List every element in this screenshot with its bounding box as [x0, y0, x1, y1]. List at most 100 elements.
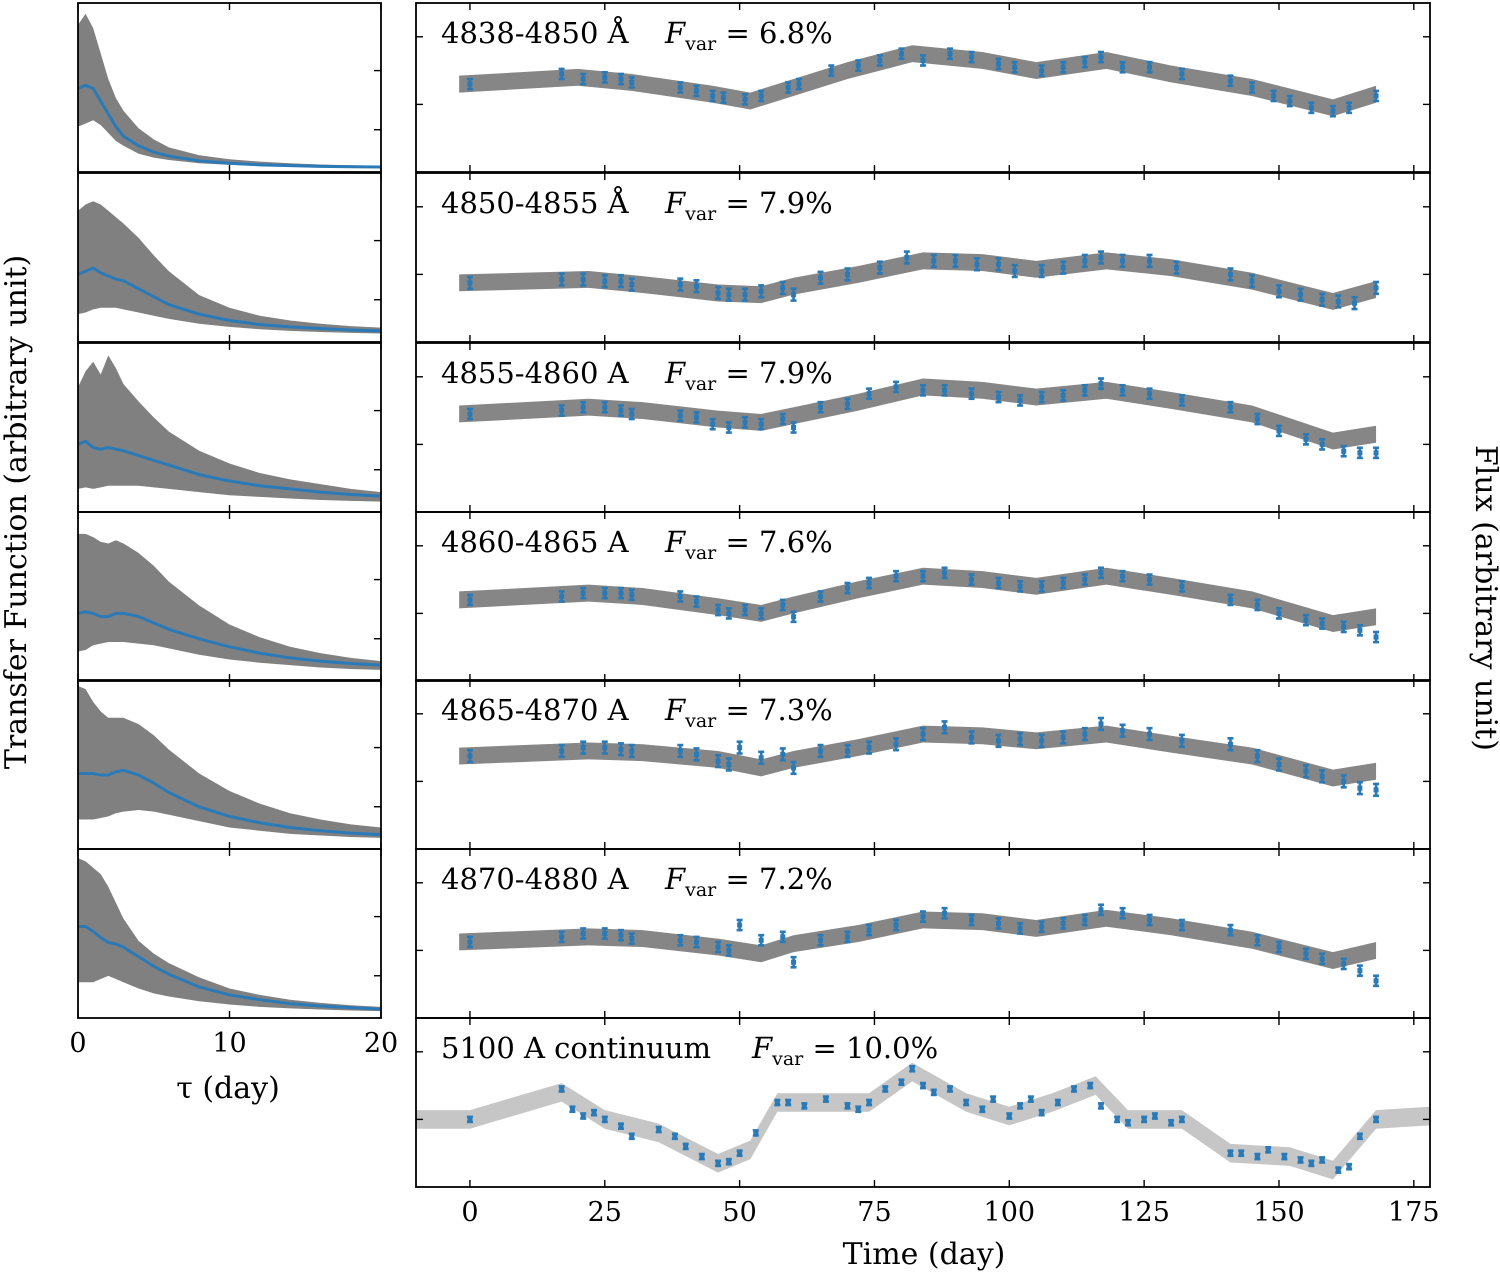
lc-data-point — [1271, 93, 1277, 99]
lc-data-point — [1357, 968, 1363, 974]
lc-fvar-label: Fvar = 7.2% — [664, 862, 833, 901]
lc-x-tick-label: 25 — [588, 1197, 622, 1228]
lc-data-point — [602, 590, 608, 596]
lc-data-point — [866, 1100, 872, 1105]
lc-data-point — [1357, 450, 1363, 456]
lc-data-point — [920, 387, 926, 393]
tf-frame — [77, 2, 382, 173]
lc-data-point — [569, 1106, 575, 1112]
lc-data-point — [1227, 271, 1233, 277]
lc-data-point — [677, 413, 683, 419]
lc-data-point — [823, 1096, 829, 1102]
lc-data-point — [580, 404, 586, 410]
lc-data-point — [974, 261, 980, 267]
lc-fvar-label: Fvar = 7.9% — [664, 356, 833, 395]
lc-data-point — [559, 748, 565, 754]
lc-data-point — [1227, 1150, 1233, 1156]
lc-data-point — [1346, 105, 1352, 111]
lc-fvar-label: Fvar = 7.3% — [664, 693, 833, 732]
lc-data-point — [1357, 627, 1363, 633]
lc-data-point — [618, 408, 624, 414]
lc-data-point — [990, 1096, 996, 1102]
lc-data-point — [1017, 925, 1023, 931]
lc-data-point — [710, 93, 716, 99]
lc-data-point — [677, 85, 683, 90]
light-curve-panels: 4838-4850 Å Fvar = 6.8% 4850-4855 Å Fvar = … — [415, 2, 1440, 1228]
lc-data-point — [1082, 59, 1088, 65]
lc-data-point — [1179, 1116, 1185, 1122]
lc-data-point — [677, 594, 683, 599]
lc-data-point — [1017, 583, 1023, 589]
lc-data-point — [1147, 258, 1153, 264]
lc-data-point — [1098, 1103, 1104, 1109]
lc-data-point — [742, 607, 748, 613]
lc-data-point — [1179, 922, 1185, 928]
lc-data-point — [1039, 394, 1045, 400]
lc-data-point — [467, 81, 473, 87]
lc-data-point — [1276, 288, 1282, 294]
lc-data-point — [942, 570, 948, 576]
lc-data-point — [1303, 436, 1309, 442]
lc-panel-5: 4865-4870 A Fvar = 7.3% — [415, 679, 1431, 850]
lc-data-point — [710, 421, 716, 427]
lc-data-point — [1087, 1083, 1093, 1089]
lc-model-band — [459, 378, 1377, 450]
fvar-subscript: var — [684, 33, 717, 55]
lc-data-point — [559, 1086, 565, 1092]
lc-data-point — [1308, 105, 1314, 111]
fvar-equals: = — [716, 693, 759, 727]
fvar-subscript: var — [684, 542, 717, 564]
lc-data-point — [1319, 773, 1325, 779]
lc-data-point — [720, 95, 726, 101]
lc-data-point — [920, 731, 926, 737]
lc-data-point — [1082, 387, 1088, 393]
lc-data-point — [1341, 961, 1347, 967]
lc-data-point — [758, 937, 764, 943]
lc-data-point — [1098, 381, 1104, 387]
tf-panel-3 — [77, 342, 382, 513]
lc-data-point — [1120, 64, 1126, 70]
lc-data-point — [559, 408, 565, 414]
lc-data-point — [844, 585, 850, 591]
lc-data-point — [1276, 610, 1282, 616]
lc-data-point — [580, 276, 586, 282]
lc-data-point — [855, 63, 861, 69]
lc-data-point — [1351, 300, 1357, 306]
lc-data-point — [467, 280, 473, 286]
tf-x-tick-label: 10 — [212, 1028, 246, 1059]
lc-data-point — [1039, 68, 1045, 74]
lc-data-point — [791, 425, 797, 430]
lc-data-point — [715, 290, 721, 296]
lc-band-label: 4865-4870 A — [441, 693, 630, 727]
lc-data-point — [893, 573, 899, 579]
tf-uncertainty-band — [78, 686, 381, 838]
lc-data-point — [1179, 71, 1185, 77]
lc-data-point — [758, 610, 764, 616]
lc-band-label: 5100 A continuum — [441, 1031, 711, 1065]
lc-data-point — [677, 282, 683, 288]
lc-data-point — [726, 1159, 732, 1165]
lc-data-point — [920, 573, 926, 579]
lc-data-point — [1174, 265, 1179, 271]
lc-data-point — [828, 68, 834, 74]
tf-median-line — [77, 610, 382, 667]
lc-data-point — [1254, 416, 1260, 422]
fvar-value: 10.0% — [846, 1031, 938, 1065]
lc-data-point — [737, 1150, 743, 1156]
lc-data-point — [996, 738, 1002, 744]
fvar-equals: = — [716, 356, 759, 390]
lc-x-tick-label: 125 — [1118, 1197, 1170, 1228]
lc-data-point — [618, 1123, 624, 1129]
lc-data-point — [1120, 728, 1126, 734]
lc-data-point — [1060, 920, 1066, 926]
lc-data-point — [1319, 956, 1325, 962]
lc-data-point — [1335, 1167, 1341, 1173]
lc-data-point — [920, 914, 926, 920]
tf-uncertainty-band — [78, 858, 381, 1012]
lc-data-point — [796, 81, 802, 87]
lc-frame — [415, 2, 1431, 173]
lc-data-point — [904, 255, 910, 260]
lc-data-point — [1060, 392, 1066, 398]
lc-data-point — [801, 1103, 807, 1109]
